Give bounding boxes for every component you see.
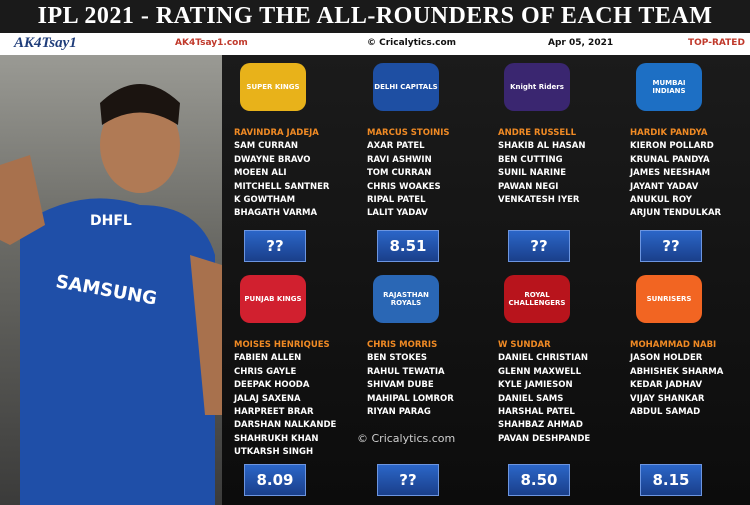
player-figure: DHFL SAMSUNG bbox=[0, 84, 222, 505]
player: KRUNAL PANDYA bbox=[630, 154, 710, 165]
team-logo: SUNRISERS bbox=[636, 275, 702, 323]
player: JAMES NEESHAM bbox=[630, 168, 711, 179]
team-logo: RAJASTHAN ROYALS bbox=[373, 275, 439, 323]
player: RIYAN PARAG bbox=[367, 407, 431, 418]
captain: MARCUS STOINIS bbox=[367, 128, 450, 138]
rating: 8.09 bbox=[244, 464, 306, 496]
player: K GOWTHAM bbox=[234, 195, 296, 206]
date: Apr 05, 2021 bbox=[548, 38, 614, 48]
team-card: SUNRISERS MOHAMMAD NABI JASON HOLDER ABHISH… bbox=[630, 275, 750, 419]
player: CHRIS WOAKES bbox=[367, 181, 441, 192]
player: ARJUN TENDULKAR bbox=[630, 208, 722, 219]
title: IPL 2021 - RATING THE ALL-ROUNDERS OF EA… bbox=[0, 0, 750, 33]
player: AXAR PATEL bbox=[367, 141, 425, 152]
player: SHIVAM DUBE bbox=[367, 380, 434, 391]
player: RAVI ASHWIN bbox=[367, 154, 432, 165]
team-card: MUMBAI INDIANS HARDIK PANDYA KIERON POLLAR… bbox=[630, 63, 750, 221]
player: TOM CURRAN bbox=[367, 168, 432, 179]
player: CHRIS GAYLE bbox=[234, 366, 297, 377]
player: MITCHELL SANTNER bbox=[234, 181, 330, 192]
player: JAYANT YADAV bbox=[630, 181, 699, 192]
captain: CHRIS MORRIS bbox=[367, 340, 438, 350]
arm bbox=[0, 155, 45, 245]
player: DWAYNE BRAVO bbox=[234, 154, 311, 165]
team-card: DELHI CAPITALS MARCUS STOINIS AXAR PATEL RA… bbox=[367, 63, 495, 221]
rating: 8.15 bbox=[640, 464, 702, 496]
player: PAWAN NEGI bbox=[498, 181, 559, 192]
team-card: RAJASTHAN ROYALS CHRIS MORRIS BEN STOKES RA… bbox=[367, 275, 495, 419]
team-logo: PUNJAB KINGS bbox=[240, 275, 306, 323]
head bbox=[100, 97, 180, 193]
player: SAM CURRAN bbox=[234, 141, 299, 152]
player: VIJAY SHANKAR bbox=[630, 393, 705, 404]
team-logo: ROYAL CHALLENGERS bbox=[504, 275, 570, 323]
arm bbox=[190, 255, 222, 415]
player: DANIEL CHRISTIAN bbox=[498, 353, 588, 364]
player: GLENN MAXWELL bbox=[498, 366, 581, 377]
sub-header: AK4Tsay1 AK4Tsay1.com © Cricalytics.com … bbox=[0, 33, 750, 55]
rating: ?? bbox=[508, 230, 570, 262]
player: RAHUL TEWATIA bbox=[367, 366, 445, 377]
player: SHAKIB AL HASAN bbox=[498, 141, 586, 152]
player: RIPAL PATEL bbox=[367, 195, 426, 206]
rating: ?? bbox=[377, 464, 439, 496]
team-logo: Knight Riders bbox=[504, 63, 570, 111]
player: SUNIL NARINE bbox=[498, 168, 566, 179]
player: ABHISHEK SHARMA bbox=[630, 366, 724, 377]
player: LALIT YADAV bbox=[367, 208, 428, 219]
team-logo: MUMBAI INDIANS bbox=[636, 63, 702, 111]
player: JALAJ SAXENA bbox=[234, 393, 301, 404]
brand: AK4Tsay1 bbox=[14, 35, 77, 51]
player: KYLE JAMIESON bbox=[498, 380, 573, 391]
rating: ?? bbox=[640, 230, 702, 262]
player: DARSHAN NALKANDE bbox=[234, 420, 337, 431]
player: SHAHBAZ AHMAD bbox=[498, 420, 583, 431]
team-card: ROYAL CHALLENGERS W SUNDAR DANIEL CHRISTIA… bbox=[498, 275, 626, 446]
player: DEEPAK HOODA bbox=[234, 380, 310, 391]
player: ABDUL SAMAD bbox=[630, 407, 701, 418]
player: VENKATESH IYER bbox=[498, 195, 580, 206]
player: UTKARSH SINGH bbox=[234, 447, 314, 458]
jersey bbox=[20, 198, 215, 505]
player: KEDAR JADHAV bbox=[630, 380, 703, 391]
rating: 8.50 bbox=[508, 464, 570, 496]
player: BEN CUTTING bbox=[498, 154, 563, 165]
team-logo: DELHI CAPITALS bbox=[373, 63, 439, 111]
player: FABIEN ALLEN bbox=[234, 353, 302, 364]
player: BHAGATH VARMA bbox=[234, 208, 318, 219]
rating: 8.51 bbox=[377, 230, 439, 262]
captain: MOISES HENRIQUES bbox=[234, 340, 330, 350]
player: MAHIPAL LOMROR bbox=[367, 393, 454, 404]
captain: HARDIK PANDYA bbox=[630, 128, 708, 138]
player: SHAHRUKH KHAN bbox=[234, 433, 319, 444]
team-card: Knight Riders ANDRE RUSSELL SHAKIB AL HASA… bbox=[498, 63, 626, 207]
player: HARSHAL PATEL bbox=[498, 407, 575, 418]
source: © Cricalytics.com bbox=[367, 38, 457, 48]
player: MOEEN ALI bbox=[234, 168, 287, 179]
player: KIERON POLLARD bbox=[630, 141, 714, 152]
player: JASON HOLDER bbox=[630, 353, 703, 364]
team-card: SUPER KINGS RAVINDRA JADEJA SAM CURRAN DWAY… bbox=[234, 63, 362, 221]
player-photo: DHFL SAMSUNG bbox=[0, 55, 222, 505]
hair bbox=[100, 84, 180, 125]
captain: W SUNDAR bbox=[498, 340, 551, 350]
site: AK4Tsay1.com bbox=[175, 38, 248, 48]
player: HARPREET BRAR bbox=[234, 407, 314, 418]
jersey-text: DHFL bbox=[90, 213, 132, 229]
captain: ANDRE RUSSELL bbox=[498, 128, 577, 138]
captain: MOHAMMAD NABI bbox=[630, 340, 717, 350]
captain: RAVINDRA JADEJA bbox=[234, 128, 319, 138]
tag: TOP-RATED bbox=[688, 38, 745, 48]
rating: ?? bbox=[244, 230, 306, 262]
player: ANUKUL ROY bbox=[630, 195, 692, 206]
watermark: © Cricalytics.com bbox=[357, 432, 456, 445]
team-logo: SUPER KINGS bbox=[240, 63, 306, 111]
team-card: PUNJAB KINGS MOISES HENRIQUES FABIEN ALLEN… bbox=[234, 275, 362, 460]
player: BEN STOKES bbox=[367, 353, 428, 364]
team-grid: SUPER KINGS RAVINDRA JADEJA SAM CURRAN DWAY… bbox=[222, 55, 750, 505]
player: DANIEL SAMS bbox=[498, 393, 564, 404]
player: PAVAN DESHPANDE bbox=[498, 433, 591, 444]
